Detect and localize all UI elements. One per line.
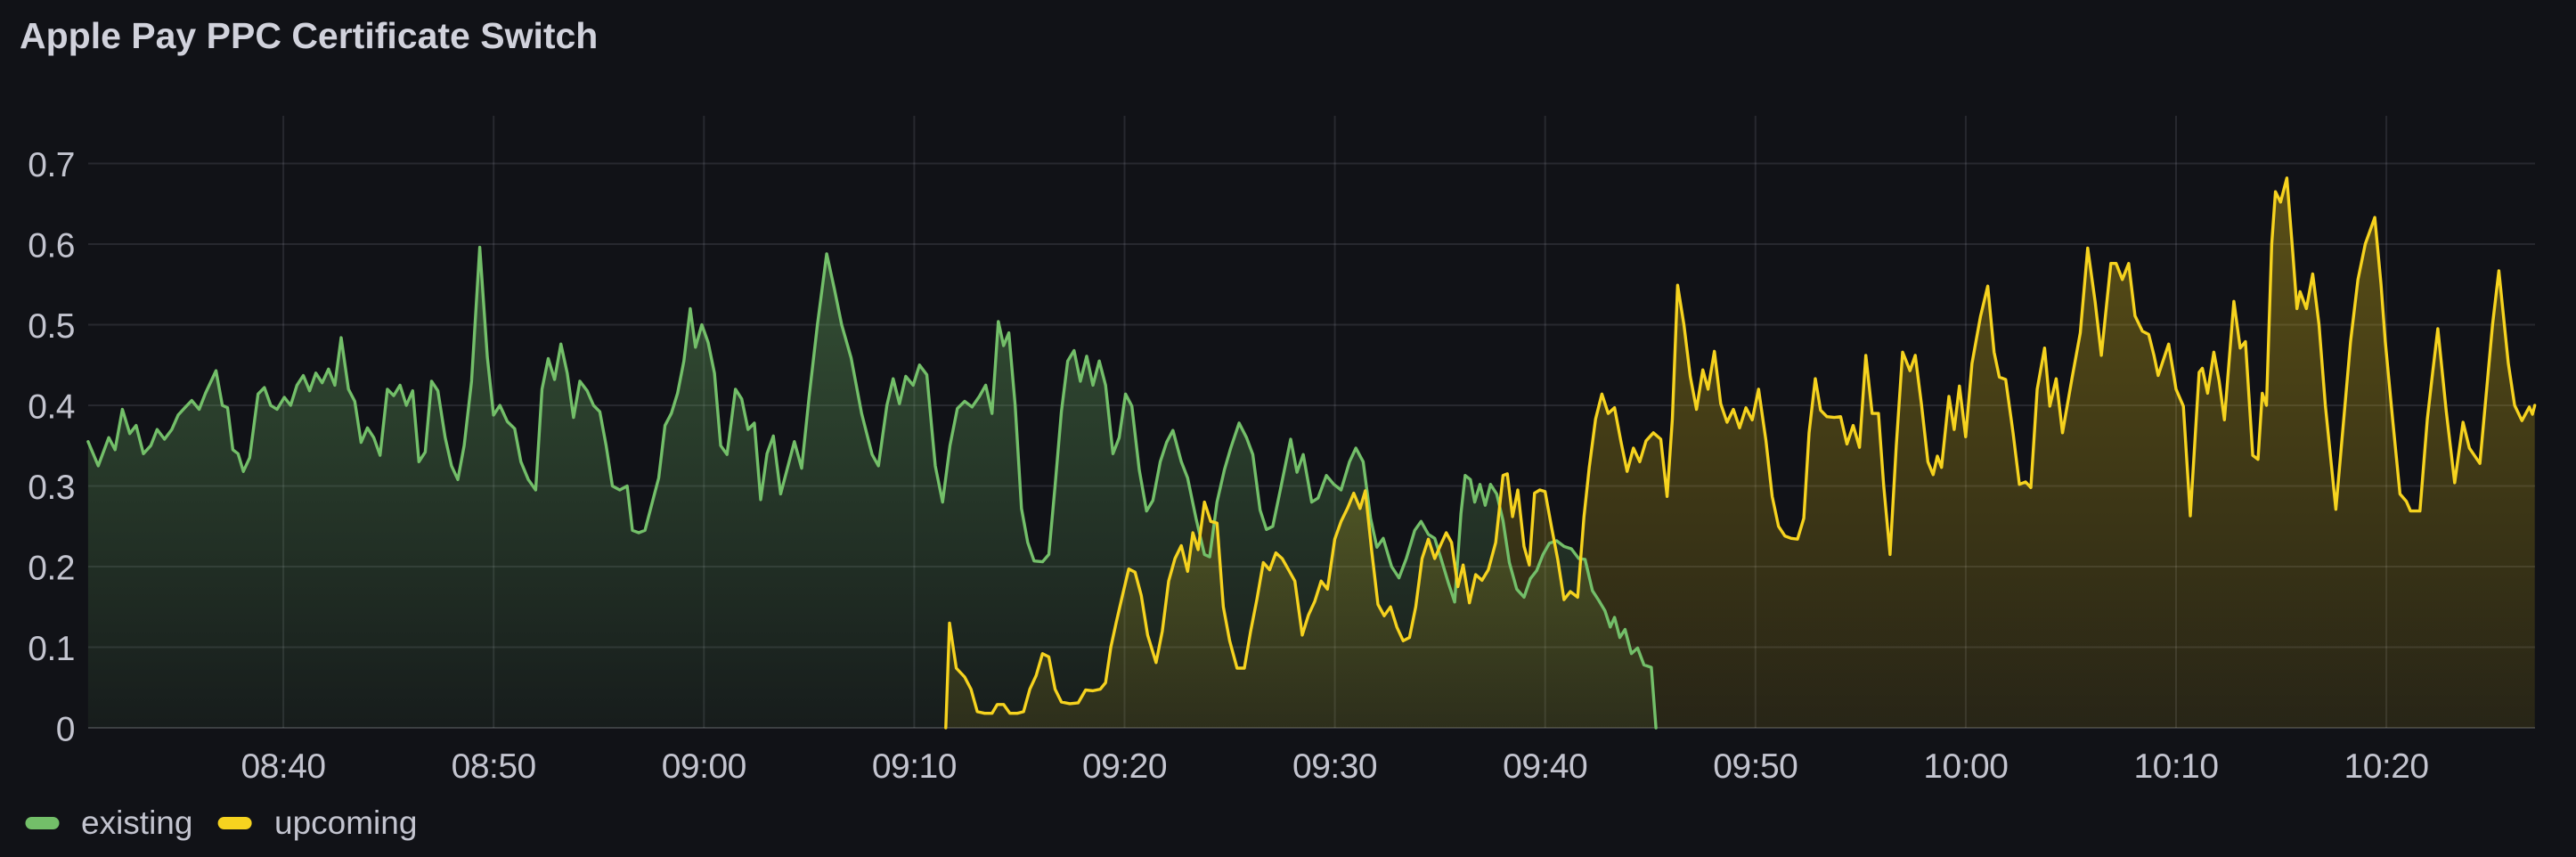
svg-text:10:10: 10:10 (2133, 747, 2218, 786)
svg-text:Apple Pay PPC Certificate Swit: Apple Pay PPC Certificate Switch (20, 15, 598, 56)
svg-text:0.4: 0.4 (28, 388, 75, 427)
svg-text:09:20: 09:20 (1082, 747, 1167, 786)
svg-text:0.5: 0.5 (28, 307, 75, 346)
svg-text:08:40: 08:40 (241, 747, 326, 786)
svg-text:09:50: 09:50 (1713, 747, 1797, 786)
svg-text:0.6: 0.6 (28, 227, 75, 265)
svg-text:09:30: 09:30 (1292, 747, 1377, 786)
svg-text:10:00: 10:00 (1923, 747, 2008, 786)
svg-text:0.1: 0.1 (28, 630, 75, 668)
svg-text:09:10: 09:10 (872, 747, 957, 786)
svg-text:existing: existing (81, 804, 192, 841)
svg-text:0: 0 (56, 711, 75, 749)
svg-text:0.7: 0.7 (28, 146, 75, 184)
svg-text:0.3: 0.3 (28, 469, 75, 507)
svg-text:08:50: 08:50 (452, 747, 536, 786)
svg-text:10:20: 10:20 (2344, 747, 2429, 786)
svg-text:0.2: 0.2 (28, 550, 75, 588)
svg-text:09:00: 09:00 (662, 747, 746, 786)
svg-text:09:40: 09:40 (1503, 747, 1587, 786)
svg-text:upcoming: upcoming (274, 804, 417, 841)
